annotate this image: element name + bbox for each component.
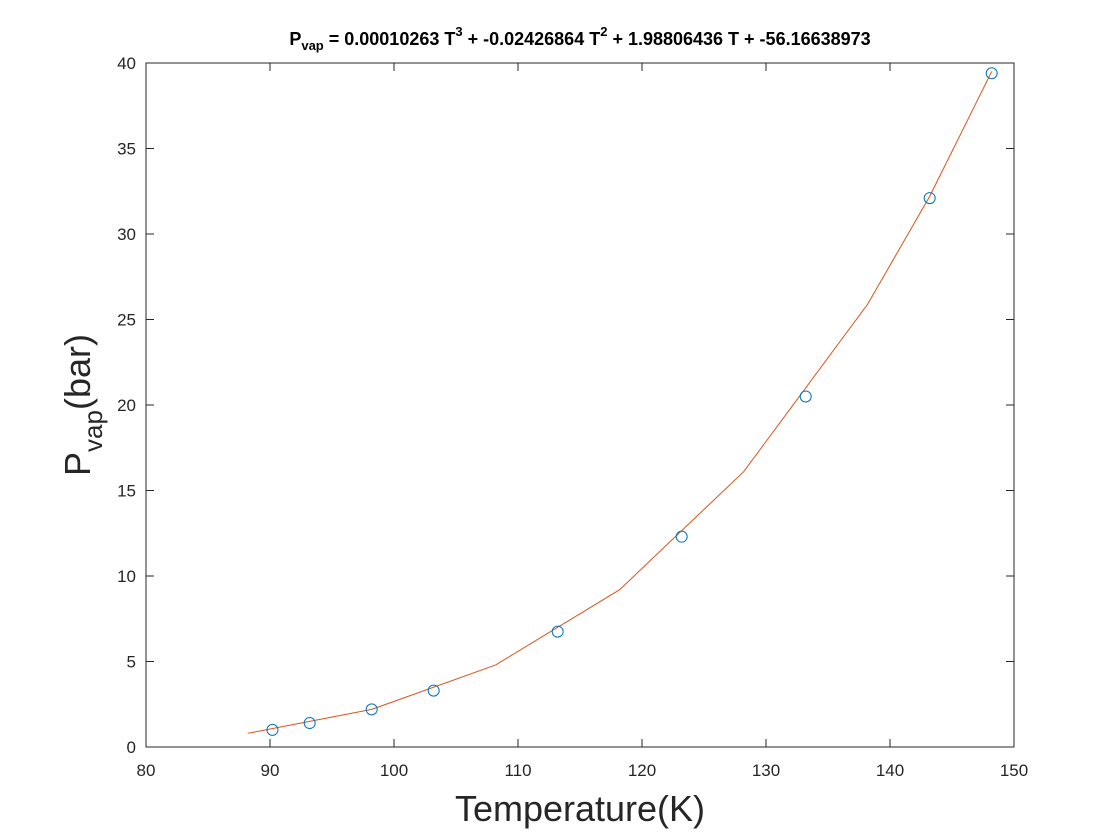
title-part: vap [301, 38, 323, 53]
y-label-rest: (bar) [57, 334, 98, 410]
title-part: P [289, 29, 301, 49]
x-tick-label: 140 [876, 761, 904, 780]
y-label-sub: vap [78, 410, 108, 452]
x-tick-label: 110 [504, 761, 531, 780]
title-part: = 0.00010263 T [324, 29, 456, 49]
title-part: + -0.02426864 T [463, 29, 601, 49]
y-tick-label: 15 [117, 482, 136, 501]
data-point [551, 625, 564, 638]
y-axis-label: Pvap(bar) [57, 334, 108, 476]
plot-area [145, 62, 1015, 748]
data-point [985, 67, 998, 80]
data-point [427, 684, 440, 697]
y-tick-label: 40 [117, 54, 136, 73]
data-point [799, 390, 812, 403]
data-point [303, 717, 316, 730]
x-axis: 80 90 100 110 120 130 140 150 [137, 63, 1028, 780]
y-label-main: P [57, 452, 98, 476]
y-tick-label: 25 [117, 311, 136, 330]
x-tick-label: 80 [137, 761, 156, 780]
y-tick-label: 35 [117, 140, 136, 159]
series-layer [247, 67, 998, 736]
data-point [365, 703, 378, 716]
x-tick-label: 150 [1000, 761, 1028, 780]
y-tick-label: 30 [117, 225, 136, 244]
chart-title: Pvap = 0.00010263 T3 + -0.02426864 T2 + … [289, 24, 870, 53]
x-tick-label: 90 [261, 761, 280, 780]
data-point [675, 530, 688, 543]
y-tick-label: 10 [117, 567, 136, 586]
x-axis-label: Temperature(K) [455, 788, 705, 829]
title-part: + 1.98806436 T + -56.16638973 [607, 29, 870, 49]
x-tick-label: 100 [380, 761, 408, 780]
x-tick-label: 120 [628, 761, 656, 780]
y-axis: 0 5 10 15 20 25 30 35 40 [117, 54, 1014, 757]
title-part: 2 [600, 24, 607, 39]
y-tick-label: 5 [127, 653, 136, 672]
y-tick-label: 20 [117, 396, 136, 415]
data-point [266, 723, 279, 736]
title-part: 3 [455, 24, 462, 39]
data-point [923, 192, 936, 205]
x-tick-label: 130 [752, 761, 780, 780]
y-tick-label: 0 [127, 738, 136, 757]
